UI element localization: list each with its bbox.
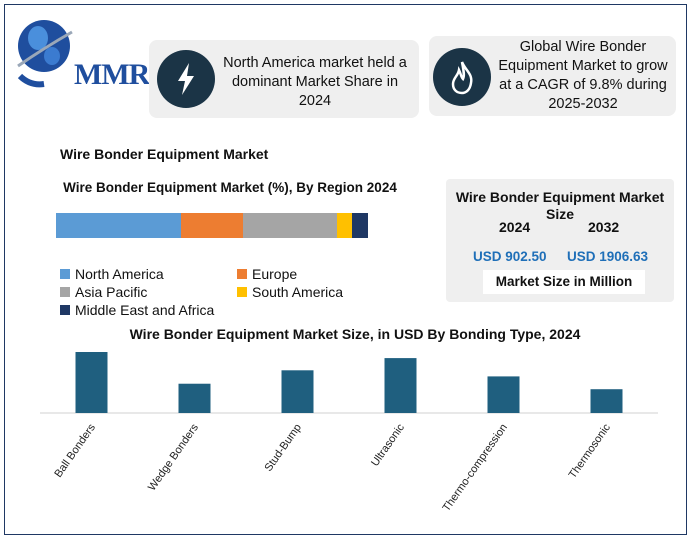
legend-label: Asia Pacific	[75, 284, 148, 300]
region-segment-south-america	[336, 213, 353, 238]
x-tick-label: Thermosonic	[567, 421, 614, 480]
region-segment-middle-east-and-africa	[352, 213, 368, 238]
flame-icon	[451, 61, 473, 95]
highlight-card-share: North America market held a dominant Mar…	[149, 40, 419, 118]
bar-thermosonic	[590, 389, 623, 413]
legend-item: Europe	[237, 266, 297, 282]
bonding-chart-title: Wire Bonder Equipment Market Size, in US…	[129, 326, 581, 342]
legend-label: North America	[75, 266, 164, 282]
region-segment-north-america	[56, 213, 181, 238]
highlight-text-share: North America market held a dominant Mar…	[223, 55, 407, 109]
mmr-logo: MMR	[14, 14, 150, 94]
x-tick-label: Ultrasonic	[369, 421, 407, 468]
globe-logo-icon	[17, 20, 73, 88]
market-size-card: Wire Bonder Equipment Market Size 2024 2…	[446, 179, 674, 302]
x-tick-label: Stud-Bump	[263, 422, 304, 474]
bonding-bar-chart: Ball Bonders Wedge Bonders Stud-Bump Ultras…	[40, 352, 658, 514]
highlight-card-cagr: Global Wire Bonder Equipment Market to g…	[429, 36, 676, 116]
bar-thermo-compression	[487, 376, 520, 413]
legend-label: Middle East and Africa	[75, 302, 215, 318]
x-tick-label: Thermo-compression	[441, 422, 510, 514]
x-tick-label: Wedge Bonders	[146, 421, 201, 493]
value-start: USD 902.50	[473, 249, 547, 264]
section-title: Wire Bonder Equipment Market	[60, 146, 269, 162]
year-end: 2032	[588, 219, 620, 235]
year-start: 2024	[499, 219, 531, 235]
logo-text: MMR	[74, 58, 150, 91]
market-size-unit: Market Size in Million	[483, 270, 645, 294]
value-end: USD 1906.63	[567, 249, 649, 264]
legend-label: South America	[252, 284, 344, 300]
legend-item: Middle East and Africa	[60, 302, 214, 318]
lightning-icon	[178, 63, 194, 95]
bar-wedge-bonders	[178, 383, 211, 413]
region-segment-europe	[180, 213, 244, 238]
icon-circle	[157, 50, 215, 108]
infographic-frame	[4, 4, 687, 535]
region-segment-asia-pacific	[243, 213, 337, 238]
icon-circle	[433, 48, 491, 106]
market-size-title: Wire Bonder Equipment Market Size	[455, 189, 665, 222]
x-tick-label: Ball Bonders	[52, 421, 98, 479]
legend-item: North America	[60, 266, 164, 282]
legend-label: Europe	[252, 266, 298, 282]
legend-swatch	[237, 269, 247, 279]
region-chart-title: Wire Bonder Equipment Market (%), By Reg…	[63, 180, 397, 195]
region-stacked-bar	[56, 213, 368, 238]
bar-ultrasonic	[384, 358, 417, 413]
legend-item: Asia Pacific	[60, 284, 147, 300]
highlight-text-cagr: Global Wire Bonder Equipment Market to g…	[498, 39, 668, 112]
legend-swatch	[60, 287, 70, 297]
legend-item: South America	[237, 284, 343, 300]
bar-ball-bonders	[75, 352, 108, 413]
legend-swatch	[60, 305, 70, 315]
legend-swatch	[60, 269, 70, 279]
legend-swatch	[237, 287, 247, 297]
bar-stud-bump	[281, 370, 314, 413]
